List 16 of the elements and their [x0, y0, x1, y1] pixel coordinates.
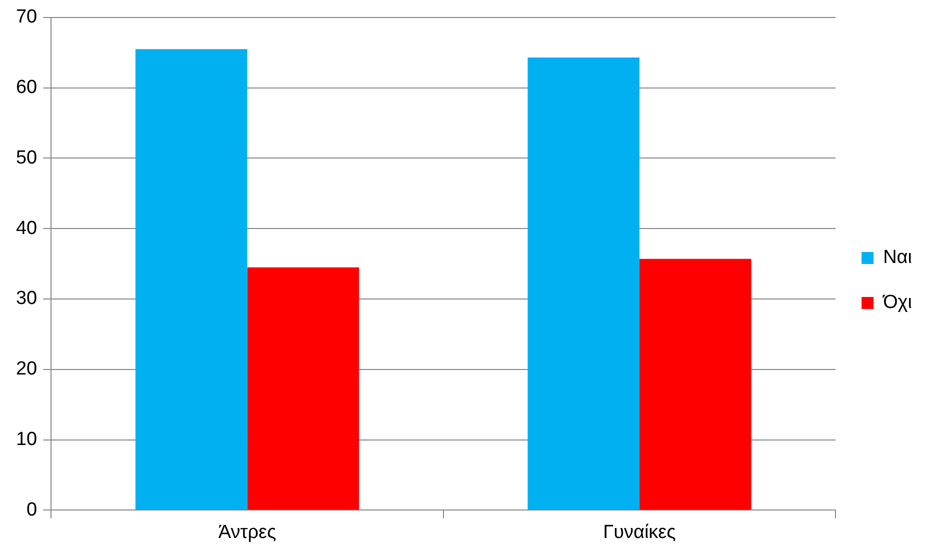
bar — [528, 58, 640, 510]
y-tick-label: 30 — [16, 288, 38, 310]
y-tick-label: 60 — [16, 77, 38, 98]
y-tick-label: 0 — [26, 499, 38, 520]
x-tick-label: Άντρες — [218, 522, 276, 543]
bar — [135, 49, 248, 510]
bar — [639, 258, 752, 510]
y-tick-label: 40 — [16, 218, 38, 239]
y-tick-label: 50 — [16, 147, 38, 168]
y-tick-label: 70 — [16, 6, 38, 28]
y-tick-label: 20 — [16, 358, 38, 380]
legend-label: Ναι — [883, 247, 912, 268]
y-tick-label: 10 — [16, 429, 38, 450]
bar — [247, 267, 360, 510]
legend-label: Όχι — [882, 292, 912, 314]
x-tick-label: Γυναίκες — [603, 522, 676, 543]
